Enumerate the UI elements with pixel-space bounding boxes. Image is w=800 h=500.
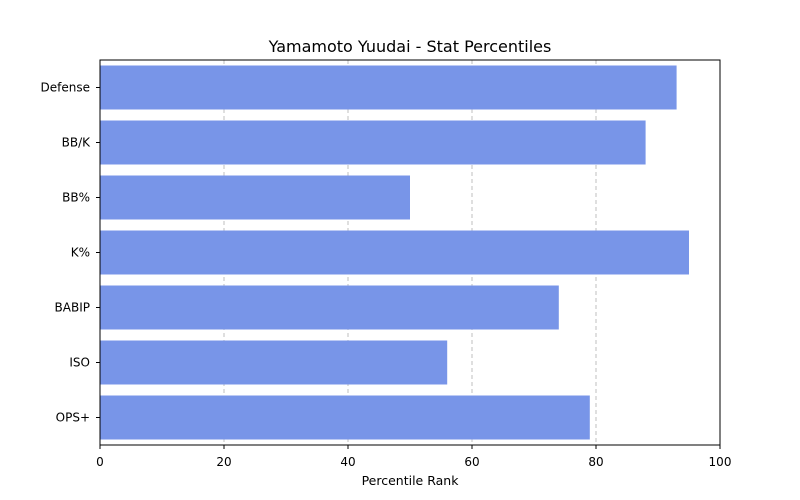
bar-group bbox=[100, 65, 689, 440]
y-tick-label: ISO bbox=[69, 356, 90, 370]
bar bbox=[100, 175, 410, 220]
x-tick-label: 0 bbox=[96, 455, 104, 469]
y-tick-label: BB% bbox=[62, 191, 90, 205]
y-tick-label: Defense bbox=[41, 81, 90, 95]
y-tick-label: BB/K bbox=[62, 136, 92, 150]
x-tick-label: 40 bbox=[340, 455, 355, 469]
y-axis: Defense BB/K BB% K% BABIP ISO OPS+ bbox=[41, 81, 100, 425]
y-tick-label: K% bbox=[71, 246, 90, 260]
x-tick-label: 80 bbox=[588, 455, 603, 469]
y-tick-label: BABIP bbox=[55, 301, 90, 315]
y-tick-label: OPS+ bbox=[56, 411, 90, 425]
bar bbox=[100, 230, 689, 275]
x-axis: 0 20 40 60 80 100 bbox=[96, 445, 731, 469]
chart-title: Yamamoto Yuudai - Stat Percentiles bbox=[268, 37, 552, 56]
bar bbox=[100, 120, 646, 165]
bar bbox=[100, 65, 677, 110]
x-tick-label: 20 bbox=[216, 455, 231, 469]
x-axis-label: Percentile Rank bbox=[362, 473, 460, 488]
bar bbox=[100, 340, 448, 385]
x-tick-label: 60 bbox=[464, 455, 479, 469]
bar bbox=[100, 395, 590, 440]
x-tick-label: 100 bbox=[709, 455, 732, 469]
bar bbox=[100, 285, 559, 330]
